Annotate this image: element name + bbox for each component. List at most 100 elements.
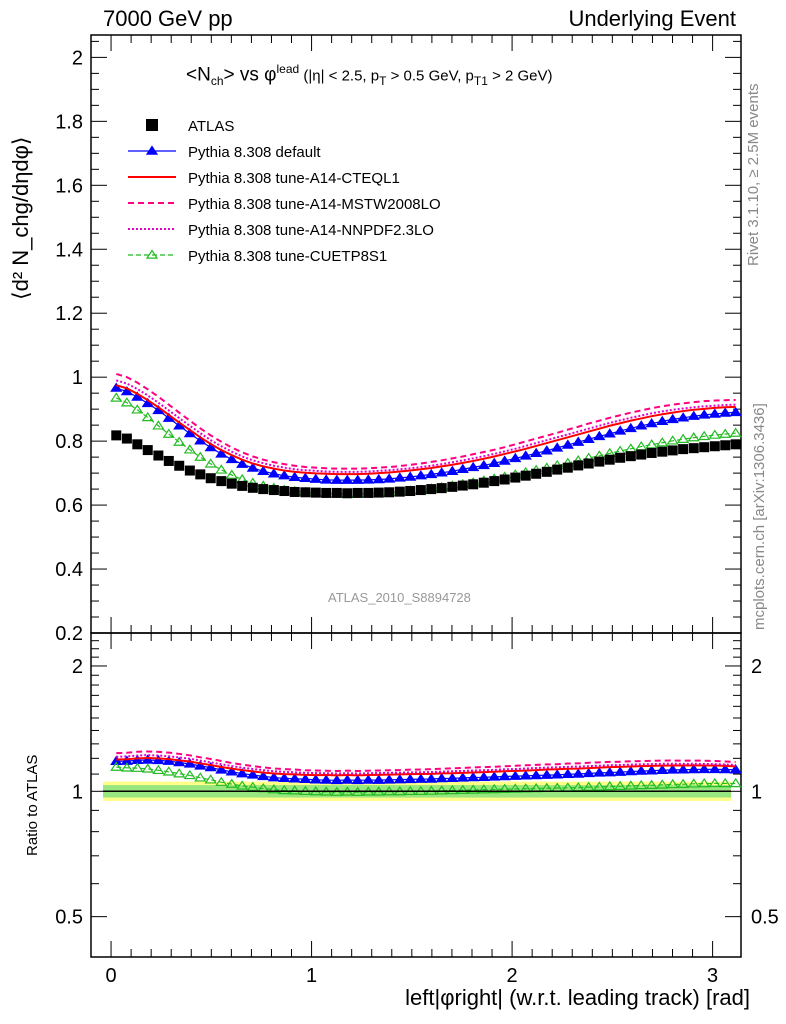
data-point-default: [215, 448, 228, 458]
ratio-point-default: [414, 773, 427, 783]
data-point-atlas: [205, 473, 216, 484]
data-point-default: [393, 472, 406, 482]
data-point-atlas: [426, 484, 437, 495]
data-point-default: [204, 441, 217, 452]
data-point-atlas: [520, 470, 531, 481]
data-point-default: [383, 473, 396, 483]
ratio-point-default: [477, 771, 490, 782]
data-point-atlas: [132, 439, 143, 450]
ratio-point-cuetp8s1: [267, 784, 280, 794]
data-point-atlas: [531, 468, 542, 479]
ratio-y-tick-label-right: 0.5: [751, 907, 779, 929]
data-point-default: [309, 473, 322, 483]
data-point-atlas: [153, 450, 164, 461]
y-tick-label-main: 0.2: [55, 623, 83, 645]
ratio-point-cuetp8s1: [141, 763, 154, 773]
ratio-point-cuetp8s1: [194, 772, 207, 782]
ratio-point-cuetp8s1: [666, 778, 679, 789]
data-point-default: [446, 465, 459, 475]
data-point-atlas: [121, 433, 132, 444]
data-point-default: [687, 410, 700, 420]
data-point-atlas: [625, 451, 636, 462]
ratio-point-default: [635, 765, 648, 775]
legend-label: Pythia 8.308 tune-A14-NNPDF2.3LO: [188, 222, 434, 239]
data-point-atlas: [447, 481, 458, 492]
data-point-atlas: [699, 442, 710, 453]
data-point-cuetp8s1: [729, 427, 742, 437]
data-point-atlas: [289, 486, 300, 497]
ratio-point-cuetp8s1: [120, 762, 134, 772]
ratio-point-default: [624, 765, 637, 776]
data-point-default: [330, 474, 343, 484]
data-point-default: [614, 425, 627, 435]
ratio-point-default: [152, 754, 165, 765]
data-point-default: [194, 435, 207, 445]
data-point-default: [677, 412, 690, 422]
ratio-point-cuetp8s1: [152, 764, 165, 775]
data-point-atlas: [216, 476, 227, 487]
ratio-point-default: [551, 769, 564, 779]
energy-label: 7000 GeV pp: [103, 6, 233, 31]
data-point-atlas: [415, 485, 426, 496]
ratio-point-default: [383, 774, 396, 784]
data-point-default: [540, 445, 553, 455]
data-point-atlas: [489, 476, 500, 487]
data-point-cuetp8s1: [666, 435, 679, 445]
ratio-point-default: [687, 763, 700, 774]
ratio-point-cuetp8s1: [131, 762, 144, 772]
data-point-default: [414, 470, 427, 480]
ratio-point-default: [141, 754, 154, 764]
data-point-default: [593, 430, 606, 441]
data-point-atlas: [457, 480, 468, 491]
x-tick-label: 2: [507, 965, 518, 987]
legend-marker-default: [145, 145, 159, 155]
ratio-point-default: [698, 763, 711, 774]
data-point-atlas: [258, 484, 269, 495]
ratio-point-cuetp8s1: [509, 783, 522, 793]
data-point-atlas: [300, 487, 311, 498]
data-point-atlas: [541, 466, 552, 477]
data-point-atlas: [342, 488, 353, 499]
ratio-point-default: [194, 760, 207, 770]
ratio-point-default: [708, 763, 721, 774]
data-point-default: [698, 409, 711, 419]
data-point-cuetp8s1: [120, 397, 134, 407]
data-point-default: [320, 474, 333, 484]
data-point-atlas: [604, 454, 615, 465]
data-point-default: [246, 462, 259, 472]
legend-marker-atlas: [146, 119, 158, 131]
data-point-atlas: [405, 486, 416, 497]
ratio-point-default: [603, 766, 616, 777]
ratio-series-line: [116, 754, 736, 775]
data-point-default: [456, 463, 469, 474]
data-point-default: [666, 413, 679, 424]
data-point-atlas: [594, 456, 605, 467]
data-point-cuetp8s1: [141, 411, 154, 422]
ratio-point-default: [509, 770, 522, 780]
data-point-default: [498, 455, 511, 465]
ratio-point-cuetp8s1: [215, 776, 228, 786]
ratio-point-default: [719, 763, 732, 774]
ratio-point-default: [666, 764, 679, 774]
data-point-atlas: [657, 446, 668, 457]
data-point-cuetp8s1: [677, 433, 690, 443]
y-tick-label-main: 2: [72, 47, 83, 69]
data-point-default: [729, 406, 742, 417]
data-point-atlas: [678, 444, 689, 455]
data-point-atlas: [195, 469, 206, 480]
data-point-atlas: [321, 487, 332, 498]
ratio-y-tick-label-right: 1: [751, 781, 762, 803]
data-point-default: [341, 474, 354, 484]
data-point-default: [551, 442, 564, 452]
data-point-atlas: [363, 487, 374, 498]
ratio-point-default: [257, 770, 270, 781]
ratio-point-cuetp8s1: [729, 777, 742, 788]
data-point-default: [530, 447, 543, 458]
ratio-point-default: [362, 774, 375, 784]
ratio-point-cuetp8s1: [614, 780, 627, 791]
data-point-default: [372, 473, 385, 484]
ratio-point-cuetp8s1: [656, 779, 669, 789]
y-tick-label-main: 0.4: [55, 559, 83, 581]
ratio-point-default: [162, 755, 175, 765]
ratio-point-default: [446, 772, 459, 783]
